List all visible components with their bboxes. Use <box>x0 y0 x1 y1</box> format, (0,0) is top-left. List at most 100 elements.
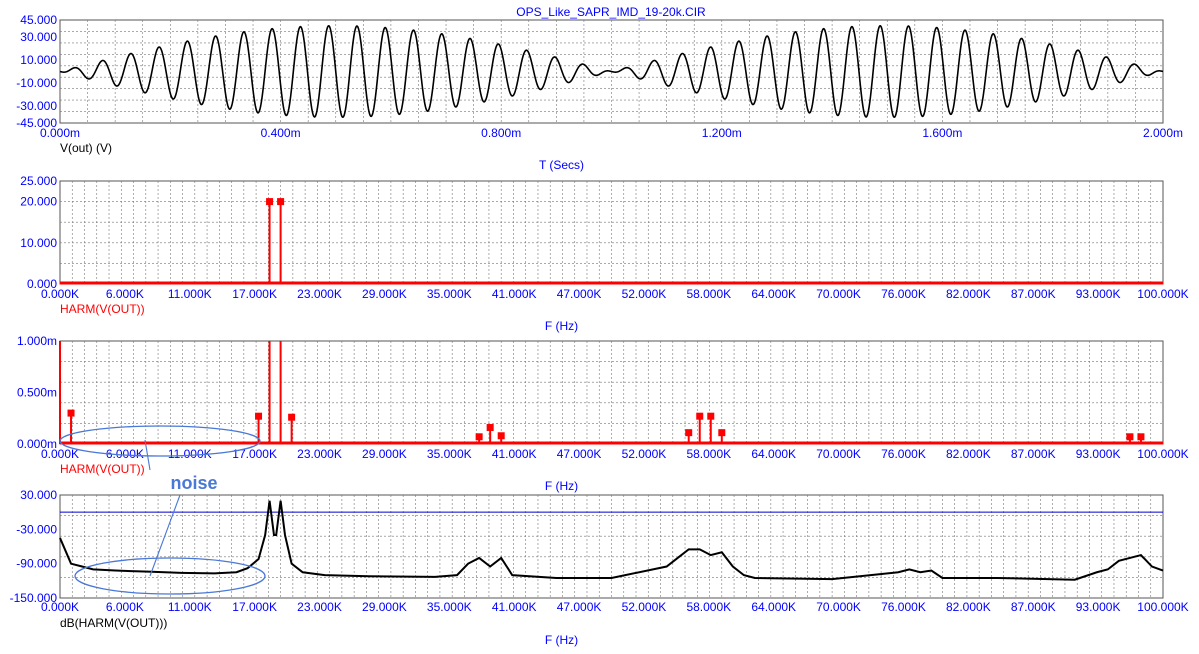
x-tick-label: 35.000K <box>427 287 472 301</box>
trace-label: dB(HARM(V(OUT))) <box>60 616 167 630</box>
x-tick-label: 23.000K <box>297 600 342 614</box>
x-tick-label: 58.000K <box>686 447 731 461</box>
y-tick-label: 25.000 <box>20 174 57 188</box>
harmonic-marker <box>277 198 285 206</box>
x-tick-label: 35.000K <box>427 447 472 461</box>
y-tick-label: 10.000 <box>20 236 57 250</box>
x-tick-label: 23.000K <box>297 447 342 461</box>
x-tick-label: 0.800m <box>481 126 521 140</box>
plot-frame <box>59 180 1164 285</box>
y-tick-label: 0.000m <box>17 437 57 451</box>
y-tick-label: 0.500m <box>17 386 57 400</box>
x-tick-label: 93.000K <box>1076 600 1121 614</box>
x-tick-label: 82.000K <box>946 600 991 614</box>
x-tick-label: 17.000K <box>232 447 277 461</box>
x-tick-label: 11.000K <box>168 600 212 614</box>
x-tick-label: 52.000K <box>622 287 667 301</box>
noise-annotation: noise <box>59 425 266 595</box>
y-tick-label: -150.000 <box>10 591 58 605</box>
plot-frame <box>59 340 1164 445</box>
harmonic-marker <box>497 432 505 440</box>
y-tick-label: 45.000 <box>20 13 57 27</box>
x-tick-label: 70.000K <box>816 600 861 614</box>
x-tick-label: 0.000K <box>41 447 79 461</box>
y-tick-label: -45.000 <box>16 116 57 130</box>
x-tick-label: 6.000K <box>106 287 144 301</box>
noise-label: noise <box>170 473 217 493</box>
x-axis-title: F (Hz) <box>545 633 578 647</box>
x-tick-label: 0.400m <box>261 126 301 140</box>
x-tick-label: 70.000K <box>816 447 861 461</box>
harmonic-marker <box>67 409 75 417</box>
y-tick-label: 0.000 <box>27 277 57 291</box>
x-tick-label: 100.000K <box>1137 600 1188 614</box>
x-tick-label: 58.000K <box>686 287 731 301</box>
x-tick-label: 58.000K <box>686 600 731 614</box>
x-tick-label: 1.200m <box>702 126 742 140</box>
y-tick-label: 10.000 <box>20 53 57 67</box>
x-tick-label: 41.000K <box>492 600 537 614</box>
harmonic-marker <box>707 412 715 420</box>
x-tick-label: 6.000K <box>106 447 144 461</box>
x-axis-title: T (Secs) <box>539 158 584 172</box>
x-tick-label: 82.000K <box>946 287 991 301</box>
y-tick-label: 20.000 <box>20 195 57 209</box>
noise-ellipse-lower <box>74 557 266 595</box>
x-tick-label: 1.600m <box>922 126 962 140</box>
harmonic-marker <box>486 424 494 432</box>
x-tick-label: 87.000K <box>1011 447 1056 461</box>
y-tick-label: -30.000 <box>16 99 57 113</box>
x-tick-label: 82.000K <box>946 447 991 461</box>
plot-frame <box>59 494 1164 599</box>
x-tick-label: 41.000K <box>492 447 537 461</box>
x-tick-label: 29.000K <box>362 287 407 301</box>
x-tick-label: 64.000K <box>751 600 796 614</box>
x-axis-title: F (Hz) <box>545 319 578 333</box>
x-tick-label: 64.000K <box>751 287 796 301</box>
y-tick-label: -30.000 <box>16 522 57 536</box>
noise-pointer-lower <box>149 494 181 577</box>
x-tick-label: 35.000K <box>427 600 472 614</box>
harmonic-marker <box>1126 433 1134 441</box>
y-tick-label: -90.000 <box>16 557 57 571</box>
x-tick-label: 41.000K <box>492 287 537 301</box>
harmonic-marker <box>685 429 693 437</box>
x-tick-label: 87.000K <box>1011 600 1056 614</box>
x-axis-title: F (Hz) <box>545 479 578 493</box>
x-tick-label: 76.000K <box>881 287 926 301</box>
harmonic-marker <box>475 433 483 441</box>
x-tick-label: 0.000K <box>41 287 79 301</box>
x-tick-label: 11.000K <box>168 287 212 301</box>
x-tick-label: 29.000K <box>362 600 407 614</box>
x-tick-label: 52.000K <box>622 600 667 614</box>
x-tick-label: 87.000K <box>1011 287 1056 301</box>
y-tick-label: 1.000m <box>17 334 57 348</box>
x-tick-label: 17.000K <box>232 600 277 614</box>
harmonic-marker <box>718 429 726 437</box>
x-tick-label: 47.000K <box>557 600 602 614</box>
x-tick-label: 23.000K <box>297 287 342 301</box>
x-tick-label: 0.000K <box>41 600 79 614</box>
db-spectrum-trace <box>59 500 1164 581</box>
x-tick-label: 100.000K <box>1137 447 1188 461</box>
trace-label: V(out) (V) <box>60 141 112 155</box>
x-tick-label: 76.000K <box>881 600 926 614</box>
y-tick-label: 30.000 <box>20 30 57 44</box>
y-tick-label: -10.000 <box>16 76 57 90</box>
trace-label: HARM(V(OUT)) <box>60 302 145 316</box>
noise-ellipse-upper <box>59 425 261 457</box>
noise-pointer-upper <box>144 439 151 471</box>
x-tick-label: 70.000K <box>816 287 861 301</box>
x-tick-label: 47.000K <box>557 287 602 301</box>
x-tick-label: 29.000K <box>362 447 407 461</box>
harmonic-marker <box>696 412 704 420</box>
harmonic-marker <box>255 412 263 420</box>
x-tick-label: 17.000K <box>232 287 277 301</box>
x-tick-label: 64.000K <box>751 447 796 461</box>
x-tick-label: 0.000m <box>40 126 80 140</box>
trace-label: HARM(V(OUT)) <box>60 462 145 476</box>
